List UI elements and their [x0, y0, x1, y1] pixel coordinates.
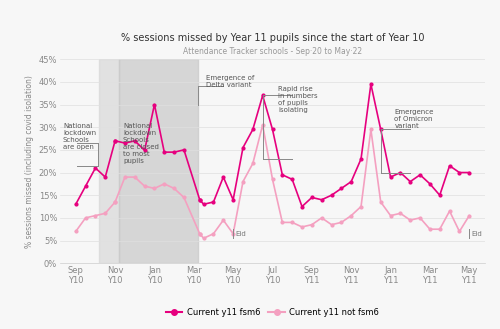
Y-axis label: % sessions missed (including covid isolation): % sessions missed (including covid isola…	[26, 75, 35, 248]
Text: Eid: Eid	[471, 231, 482, 237]
Text: Eid: Eid	[235, 231, 246, 237]
Text: % sessions missed by Year 11 pupils since the start of Year 10: % sessions missed by Year 11 pupils sinc…	[121, 33, 424, 43]
Text: National
lockdown
Schools
are open: National lockdown Schools are open	[63, 123, 96, 150]
Text: Emergence of
Delta variant: Emergence of Delta variant	[206, 75, 254, 88]
Text: Rapid rise
in numbers
of pupils
isolating: Rapid rise in numbers of pupils isolatin…	[278, 87, 318, 114]
Legend: Current y11 fsm6, Current y11 not fsm6: Current y11 fsm6, Current y11 not fsm6	[162, 305, 382, 320]
Bar	[119, 59, 198, 263]
Text: Emergence
of Omicron
variant: Emergence of Omicron variant	[394, 109, 434, 129]
Text: Attendance Tracker schools - Sep‧20 to May‧22: Attendance Tracker schools - Sep‧20 to M…	[183, 47, 362, 56]
Bar	[100, 59, 119, 263]
Text: National
lockdown
Schools
are closed
to most
pupils: National lockdown Schools are closed to …	[123, 123, 159, 164]
